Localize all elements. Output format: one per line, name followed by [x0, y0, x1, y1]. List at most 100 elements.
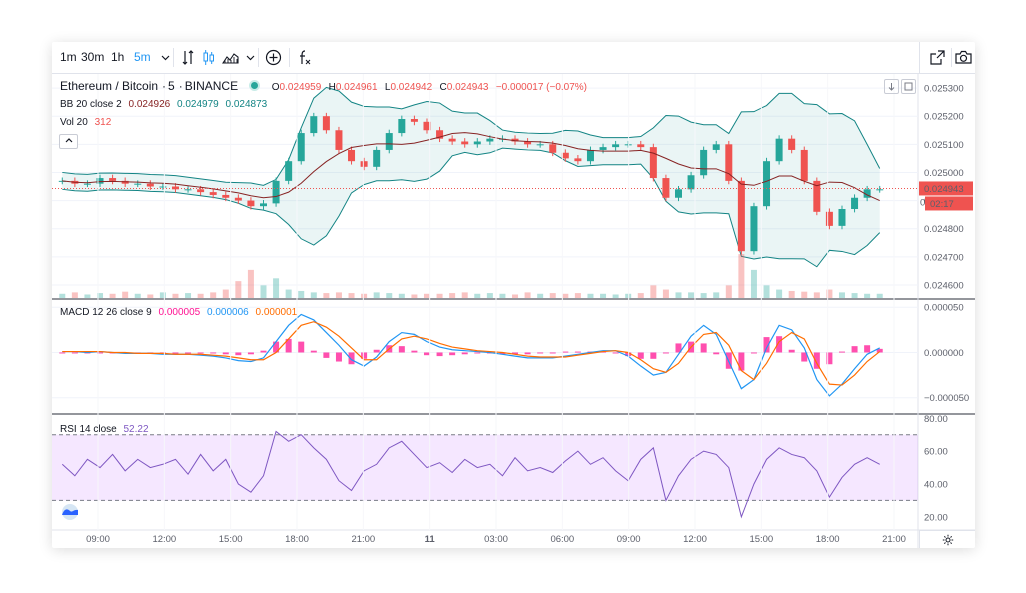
volume-bar: [59, 293, 66, 298]
candle: [536, 144, 544, 146]
macd-histogram-bar: [285, 338, 292, 353]
rsi-tick-label: 40.00: [924, 480, 948, 491]
candle: [851, 197, 859, 209]
indicators-fx-icon[interactable]: [295, 48, 314, 67]
candle: [700, 149, 708, 176]
gear-icon[interactable]: [942, 534, 954, 546]
volume-bar: [537, 293, 544, 298]
volume-bar: [499, 293, 506, 298]
interval-5m[interactable]: 5m: [134, 50, 151, 64]
chevron-down-icon[interactable]: [241, 48, 260, 67]
macd-histogram-bar: [298, 341, 305, 353]
volume-legend[interactable]: Vol 20 312: [60, 117, 115, 128]
candle: [813, 180, 821, 212]
candle: [272, 180, 280, 204]
time-tick-label: 06:00: [550, 534, 574, 545]
tradingview-logo-icon[interactable]: [59, 504, 81, 520]
volume-bar: [323, 293, 330, 298]
candle: [549, 144, 557, 153]
candle: [486, 138, 494, 142]
volume-bar: [449, 293, 456, 298]
macd-histogram-bar: [461, 352, 468, 355]
candle: [385, 133, 393, 150]
macd-histogram-bar: [612, 352, 619, 354]
interval-1m[interactable]: 1m: [60, 50, 77, 64]
candle: [561, 152, 569, 159]
rsi-tick-label: 60.00: [924, 447, 948, 458]
macd-legend[interactable]: MACD 12 26 close 9 0.000005 0.000006 0.0…: [60, 307, 301, 318]
compare-icon[interactable]: [179, 48, 198, 67]
interval-1h[interactable]: 1h: [111, 50, 125, 64]
volume-bar: [147, 294, 154, 298]
volume-bar: [574, 293, 581, 298]
bb-lower-line: [62, 147, 881, 268]
macd-histogram-bar: [826, 352, 833, 365]
price-tick-label: 0.024600: [924, 280, 964, 291]
candle: [737, 180, 745, 252]
time-tick-label: 21:00: [882, 534, 906, 545]
volume-bar: [247, 269, 254, 298]
macd-histogram-bar: [813, 352, 820, 369]
candle: [134, 183, 142, 185]
volume-bar: [461, 292, 468, 298]
high-value: 0.024961: [335, 82, 378, 93]
time-tick-label: 09:00: [617, 534, 641, 545]
volume-bar: [851, 293, 858, 298]
macd-signal-value: 0.000001: [255, 307, 298, 318]
popout-icon[interactable]: [928, 48, 947, 67]
price-tick-label: 0.025300: [924, 84, 964, 95]
volume-bar: [788, 290, 795, 298]
time-tick-label: 21:00: [351, 534, 375, 545]
macd-histogram-bar: [71, 352, 78, 354]
chart-canvas[interactable]: 0.0253000.0252000.0251000.0250000.024900…: [52, 74, 975, 548]
toolbar-divider: [951, 48, 952, 67]
candle: [423, 121, 431, 131]
macd-histogram-bar: [738, 352, 745, 371]
macd-histogram-bar: [700, 343, 707, 353]
time-tick-label: 18:00: [816, 534, 840, 545]
camera-icon[interactable]: [954, 48, 973, 67]
candles-icon[interactable]: [199, 48, 218, 67]
time-tick-label: 03:00: [484, 534, 508, 545]
candle: [83, 183, 91, 185]
collapse-legend-button[interactable]: [59, 134, 78, 149]
candle: [184, 189, 192, 191]
rsi-legend[interactable]: RSI 14 close 52.22: [60, 424, 153, 435]
area-chart-icon[interactable]: [221, 48, 240, 67]
macd-histogram-bar: [549, 352, 556, 354]
macd-histogram-bar: [524, 352, 531, 355]
volume-bar: [662, 289, 669, 298]
volume-bar: [398, 293, 405, 298]
macd-tick-label: −0.000050: [924, 393, 969, 404]
macd-histogram-bar: [876, 348, 883, 353]
candle: [310, 116, 318, 134]
add-circle-icon[interactable]: [264, 48, 283, 67]
rsi-tick-label: 20.00: [924, 512, 948, 523]
arrow-down-icon[interactable]: [884, 79, 899, 94]
current-price-tag: [919, 181, 973, 196]
volume-label: Vol 20: [60, 117, 88, 128]
rsi-value: 52.22: [123, 424, 149, 435]
candle: [159, 186, 167, 188]
volume-bar: [97, 293, 104, 298]
symbol-name[interactable]: Ethereum / Bitcoin: [60, 79, 159, 93]
candle: [285, 161, 293, 181]
symbol-separator: ·: [178, 79, 183, 93]
macd-histogram-bar: [574, 351, 581, 353]
candle: [197, 189, 205, 193]
candle: [360, 161, 368, 167]
volume-bar: [876, 293, 883, 298]
macd-histogram-bar: [222, 352, 229, 355]
chevron-down-icon[interactable]: [156, 48, 175, 67]
bb-legend[interactable]: BB 20 close 2 0.024926 0.024979 0.024873: [60, 99, 271, 110]
volume-bar: [864, 293, 871, 298]
interval-30m[interactable]: 30m: [81, 50, 105, 64]
toolbar-divider: [173, 48, 174, 67]
macd-histogram-bar: [361, 352, 368, 359]
volume-bar: [650, 285, 657, 298]
volume-bar: [361, 293, 368, 298]
candle: [436, 130, 444, 139]
time-tick-label: 09:00: [86, 534, 110, 545]
maximize-pane-icon[interactable]: [901, 79, 916, 94]
candle: [209, 192, 217, 195]
